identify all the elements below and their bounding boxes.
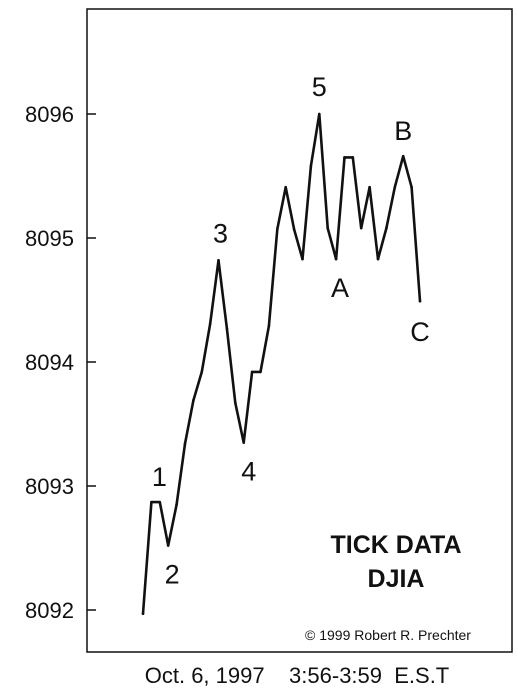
data-point <box>234 401 237 405</box>
data-point <box>284 185 287 189</box>
price-points <box>141 112 422 616</box>
data-point <box>175 503 178 506</box>
data-point <box>259 370 262 374</box>
data-point <box>334 257 338 261</box>
y-tick-label: 8094 <box>25 350 74 375</box>
plot-frame <box>86 8 513 653</box>
wave-label-5: 5 <box>312 72 327 102</box>
data-point <box>150 500 153 504</box>
x-axis-label: Oct. 6, 1997 3:56-3:59 E.S.T <box>145 663 450 688</box>
data-point <box>343 156 346 159</box>
wave-label-3: 3 <box>213 218 228 248</box>
data-point <box>351 156 355 159</box>
data-point <box>418 299 422 303</box>
wave-label-2: 2 <box>165 560 180 590</box>
data-point <box>276 228 279 231</box>
price-line <box>141 112 422 615</box>
data-point <box>250 370 254 374</box>
data-point <box>359 226 363 230</box>
y-tick-label: 8095 <box>25 226 74 251</box>
data-point <box>410 185 413 189</box>
data-point <box>309 164 313 168</box>
data-point <box>208 322 212 325</box>
data-point <box>267 324 271 328</box>
copyright-credit: © 1999 Robert R. Prechter <box>305 627 471 643</box>
y-tick-label: 8092 <box>25 598 74 623</box>
data-point <box>166 544 170 547</box>
data-point <box>376 257 380 261</box>
y-tick-label: 8096 <box>25 102 74 127</box>
data-point <box>301 257 304 261</box>
data-point <box>385 226 388 230</box>
data-point <box>317 112 321 116</box>
wave-label-1: 1 <box>152 462 167 492</box>
data-point <box>141 612 145 616</box>
data-point <box>225 327 229 330</box>
y-axis: 8092 8093 8094 8095 8096 <box>25 102 96 623</box>
data-point <box>393 185 397 189</box>
data-point <box>326 226 329 230</box>
chart-title-line-2: DJIA <box>368 565 425 593</box>
data-point <box>242 441 246 444</box>
wave-label-a: A <box>331 273 349 303</box>
y-tick-label: 8093 <box>25 474 74 499</box>
data-point <box>200 370 204 374</box>
data-point <box>292 228 296 231</box>
wave-label-4: 4 <box>241 457 256 487</box>
data-point <box>183 442 187 446</box>
wave-labels: 1 2 3 4 5 A B C <box>152 72 430 590</box>
chart-title-line-1: TICK DATA <box>331 531 462 559</box>
data-point <box>158 500 162 504</box>
wave-label-b: B <box>394 116 412 146</box>
data-point <box>217 259 220 262</box>
data-point <box>192 399 195 402</box>
data-point <box>368 185 371 189</box>
wave-label-c: C <box>410 317 430 347</box>
data-point <box>401 154 405 158</box>
